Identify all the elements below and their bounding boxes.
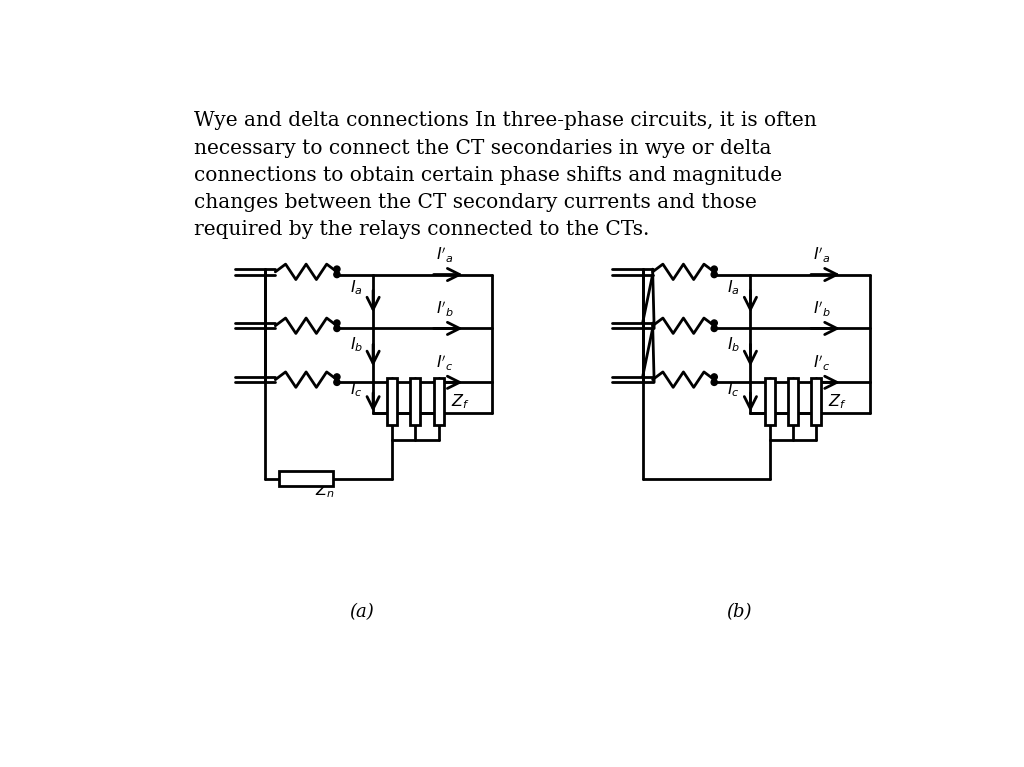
Circle shape xyxy=(711,325,717,331)
Bar xyxy=(811,378,821,425)
Bar xyxy=(411,378,421,425)
Text: Wye and delta connections In three-phase circuits, it is often
necessary to conn: Wye and delta connections In three-phase… xyxy=(194,111,816,239)
Text: $I'_b$: $I'_b$ xyxy=(435,298,454,318)
Bar xyxy=(387,378,397,425)
Text: $I'_a$: $I'_a$ xyxy=(813,244,830,264)
Text: $I'_c$: $I'_c$ xyxy=(813,351,830,372)
Circle shape xyxy=(334,379,340,385)
Text: $Z_n$: $Z_n$ xyxy=(314,482,335,500)
Text: $I'_c$: $I'_c$ xyxy=(436,351,454,372)
Circle shape xyxy=(334,374,340,380)
Text: $I_b$: $I_b$ xyxy=(727,335,740,354)
Text: $I_c$: $I_c$ xyxy=(350,380,362,399)
Text: $I_a$: $I_a$ xyxy=(727,278,740,297)
Circle shape xyxy=(711,379,717,385)
Circle shape xyxy=(711,374,717,380)
Bar xyxy=(433,378,443,425)
Circle shape xyxy=(334,266,340,272)
Bar xyxy=(765,378,775,425)
Bar xyxy=(280,471,333,486)
Text: $Z_f$: $Z_f$ xyxy=(828,392,847,411)
Text: (a): (a) xyxy=(349,603,374,621)
Circle shape xyxy=(711,272,717,278)
Bar xyxy=(787,378,798,425)
Text: $I_c$: $I_c$ xyxy=(727,380,739,399)
Circle shape xyxy=(334,320,340,326)
Circle shape xyxy=(711,266,717,272)
Circle shape xyxy=(711,320,717,326)
Text: $Z_f$: $Z_f$ xyxy=(451,392,470,411)
Text: $I'_b$: $I'_b$ xyxy=(813,298,831,318)
Circle shape xyxy=(334,272,340,278)
Text: $I_b$: $I_b$ xyxy=(349,335,362,354)
Text: (b): (b) xyxy=(726,603,752,621)
Text: $I'_a$: $I'_a$ xyxy=(436,244,454,264)
Circle shape xyxy=(334,325,340,331)
Text: $I_a$: $I_a$ xyxy=(350,278,362,297)
